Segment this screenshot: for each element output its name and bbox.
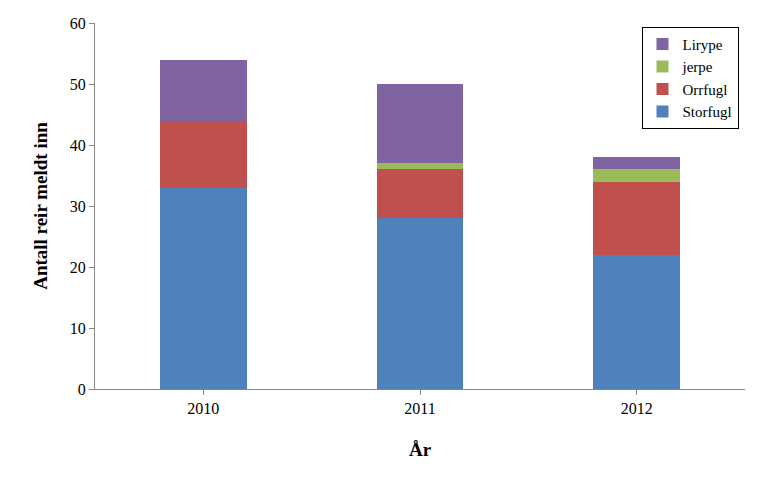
svg-text:20: 20 <box>70 259 86 276</box>
svg-text:60: 60 <box>70 15 86 32</box>
svg-text:År: År <box>409 439 432 460</box>
svg-text:2012: 2012 <box>621 400 653 417</box>
svg-text:0: 0 <box>78 381 86 398</box>
svg-text:Orrfugl: Orrfugl <box>683 82 728 98</box>
svg-text:Lirype: Lirype <box>683 37 723 53</box>
svg-text:jerpe: jerpe <box>682 59 713 75</box>
svg-text:30: 30 <box>70 198 86 215</box>
svg-text:40: 40 <box>70 137 86 154</box>
svg-text:Storfugl: Storfugl <box>683 104 732 120</box>
svg-text:50: 50 <box>70 76 86 93</box>
svg-text:10: 10 <box>70 320 86 337</box>
svg-text:2010: 2010 <box>187 400 219 417</box>
svg-text:2011: 2011 <box>404 400 435 417</box>
svg-text:Antall reir meldt inn: Antall reir meldt inn <box>30 122 51 290</box>
